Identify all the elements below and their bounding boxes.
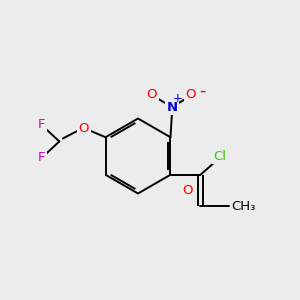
Text: O: O [183,184,193,197]
Text: Cl: Cl [214,150,226,163]
Text: +: + [173,92,183,105]
Text: O: O [147,88,157,101]
Text: -: - [199,82,205,100]
Text: O: O [79,122,89,135]
Text: CH₃: CH₃ [231,200,256,213]
Text: F: F [38,118,45,131]
Text: N: N [167,101,178,114]
Text: F: F [38,152,45,164]
Text: O: O [185,88,196,101]
